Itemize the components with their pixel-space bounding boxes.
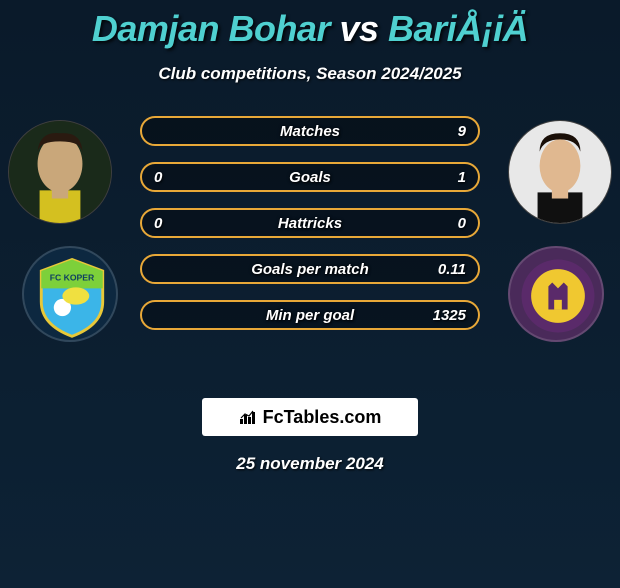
stat-row: Min per goal 1325 [140, 300, 480, 330]
svg-text:FC KOPER: FC KOPER [50, 273, 95, 283]
player2-club-crest [508, 246, 604, 342]
vs-separator: vs [339, 8, 378, 49]
comparison-title: Damjan Bohar vs BariÅ¡iÄ [0, 8, 620, 50]
stat-row: 0 Goals 1 [140, 162, 480, 192]
infographic-date: 25 november 2024 [0, 454, 620, 474]
stat-label: Min per goal [266, 307, 354, 324]
stat-player1-value: 0 [154, 169, 162, 186]
player1-avatar [8, 120, 112, 224]
stat-label: Matches [280, 123, 340, 140]
stat-label: Hattricks [278, 215, 342, 232]
player2-name: BariÅ¡iÄ [388, 8, 528, 49]
stat-player2-value: 1325 [433, 307, 466, 324]
stat-player2-value: 0 [458, 215, 466, 232]
stat-player2-value: 9 [458, 123, 466, 140]
player1-name: Damjan Bohar [92, 8, 330, 49]
comparison-content: FC KOPER Matches 9 0 Goals 1 0 Hattricks… [0, 112, 620, 392]
player2-avatar [508, 120, 612, 224]
stat-label: Goals [289, 169, 331, 186]
brand-chart-icon [239, 409, 259, 425]
stat-player1-value: 0 [154, 215, 162, 232]
stat-row: Goals per match 0.11 [140, 254, 480, 284]
stats-pills: Matches 9 0 Goals 1 0 Hattricks 0 Goals … [140, 116, 480, 346]
brand-text: FcTables.com [263, 407, 382, 428]
stat-row: Matches 9 [140, 116, 480, 146]
brand-badge: FcTables.com [202, 398, 418, 436]
season-subtitle: Club competitions, Season 2024/2025 [0, 64, 620, 84]
player1-club-crest: FC KOPER [22, 246, 118, 342]
stat-label: Goals per match [251, 261, 369, 278]
stat-player2-value: 1 [458, 169, 466, 186]
stat-row: 0 Hattricks 0 [140, 208, 480, 238]
stat-player2-value: 0.11 [438, 261, 466, 278]
